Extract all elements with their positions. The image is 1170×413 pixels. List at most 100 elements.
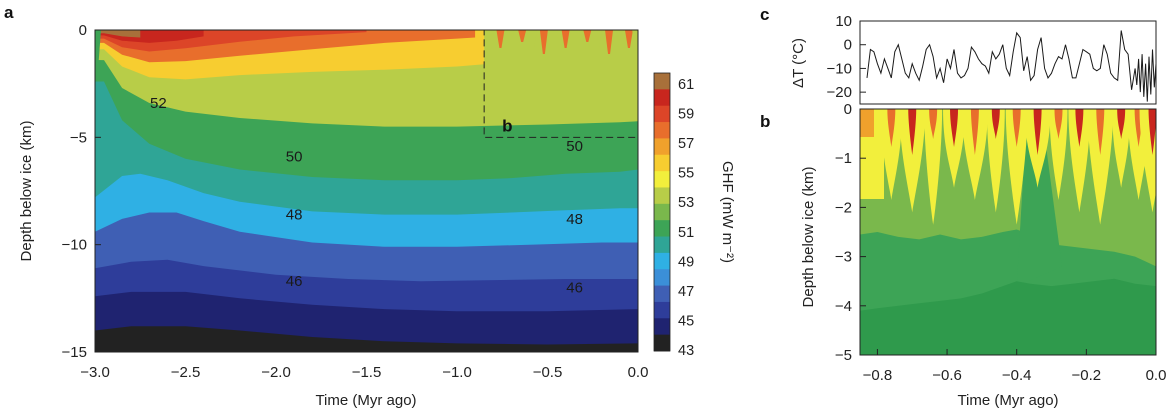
x-tick-label: 0.0 [1146,367,1167,384]
y-tick-label: −5 [835,347,852,364]
plume-yellow [1049,109,1068,201]
x-tick-label: −1.0 [442,364,472,381]
spike [561,30,570,48]
colorbar-ticks: 61 59 57 55 53 51 49 47 45 43 [678,77,694,359]
spike [496,30,505,48]
colorbar-tick-label: 53 [678,195,694,211]
colorbar-cell [654,122,670,139]
spike [624,30,633,48]
inset-rectangle [483,29,639,138]
panel-b-y-ticks: 0 −1 −2 −3 −4 −5 [835,101,866,364]
spike [539,30,548,54]
colorbar-tick-label: 47 [678,284,694,300]
colorbar-cell [654,187,670,205]
x-tick-label: −3.0 [80,364,110,381]
spike [572,30,581,54]
plume-orange [1148,109,1156,155]
spike [615,30,624,42]
panel-b-xlabel: Time (Myr ago) [957,392,1058,409]
contour-label: 48 [566,211,583,228]
panel-a-contour-labels: 52 50 50 48 48 46 46 [150,95,583,297]
contour-label: 52 [150,95,167,112]
colorbar-cell [654,252,670,270]
plume-yellow [1087,109,1114,225]
panel-a-letter: a [4,3,14,22]
spike [632,30,638,54]
colorbar-cell [654,154,670,172]
y-tick-label: −10 [827,60,852,77]
colorbar-cell [654,318,670,336]
colorbar-cell [654,138,670,156]
x-tick-label: −0.8 [863,367,893,384]
y-tick-label: 0 [844,37,852,54]
panel-a-inset-box: b [483,29,639,138]
colorbar-tick-label: 57 [678,136,694,152]
colorbar-cell [654,105,670,123]
left-orange [860,109,874,137]
panel-b-heatmap [860,109,1156,355]
y-tick-label: −5 [70,129,87,146]
spike [605,30,614,54]
spike [507,30,516,54]
x-tick-label: −0.6 [932,367,962,384]
band-47 [860,278,1156,355]
plume-orange [1117,109,1126,139]
plume-yellow [924,109,943,225]
panel-b-frame [859,108,1157,356]
spike [487,30,496,42]
contour-label: 46 [286,273,303,290]
x-tick-label: −0.2 [1072,367,1102,384]
spike [583,30,592,42]
y-tick-label: 10 [835,13,852,30]
panel-a-xlabel: Time (Myr ago) [315,392,416,409]
panel-b-x-ticks: −0.8 −0.6 −0.4 −0.2 0.0 [863,349,1167,384]
panel-c-frame [859,20,1157,105]
colorbar-cell [654,220,670,237]
colorbar-tick-label: 43 [678,343,694,359]
contour-label: 48 [286,207,303,224]
spike [529,30,538,48]
colorbar-label: GHF (mW m⁻²) [719,161,736,263]
panel-a-ylabel: Depth below ice (km) [18,121,35,262]
x-tick-label: 0.0 [628,364,649,381]
colorbar-tick-label: 45 [678,313,694,329]
colorbar-tick-label: 61 [678,77,694,93]
plume-orange [1012,109,1021,147]
colorbar-cell [654,236,670,254]
colorbar-cell [654,73,670,90]
colorbar-tick-label: 55 [678,166,694,182]
contour-label: 46 [566,280,583,297]
colorbar-frame [653,72,671,352]
y-tick-label: −10 [62,237,87,254]
inset-label: b [502,116,512,135]
colorbar-cell [654,301,670,319]
y-tick-label: −3 [835,249,852,266]
plume-yellow [880,109,903,201]
plume-orange [1096,109,1105,155]
spike [518,30,527,42]
panel-b: −0.8 −0.6 −0.4 −0.2 0.0 0 −1 −2 −3 −4 −5 b Time (… [760,101,1166,409]
plume-yellow [943,109,966,188]
panel-a: b 52 50 50 48 48 46 46 −3.0 −2.5 −2.0 −1.5 −1.0 −0.… [4,3,648,409]
plume-orange [991,109,1000,139]
panel-c-letter: c [760,5,769,24]
colorbar-cell [654,334,670,352]
plume-orange [929,109,938,139]
x-tick-label: −1.5 [352,364,382,381]
y-tick-label: −2 [835,199,852,216]
colorbar-cell [654,285,670,303]
y-tick-label: 0 [844,101,852,118]
colorbar-cells [654,73,670,352]
x-tick-label: −2.0 [261,364,291,381]
panel-c: 10 0 −10 −20 c ΔT (°C) [760,5,1157,105]
y-tick-label: −15 [62,344,87,361]
plume-orange [970,109,979,155]
panel-c-ylabel: ΔT (°C) [790,38,807,88]
colorbar: 61 59 57 55 53 51 49 47 45 43 GHF (mW m⁻²) [653,72,736,359]
colorbar-cell [654,269,670,286]
panel-a-x-ticks: −3.0 −2.5 −2.0 −1.5 −1.0 −0.5 0.0 [80,346,648,381]
x-tick-label: −0.5 [533,364,563,381]
y-tick-label: −4 [835,298,852,315]
contour-label: 50 [566,138,583,155]
